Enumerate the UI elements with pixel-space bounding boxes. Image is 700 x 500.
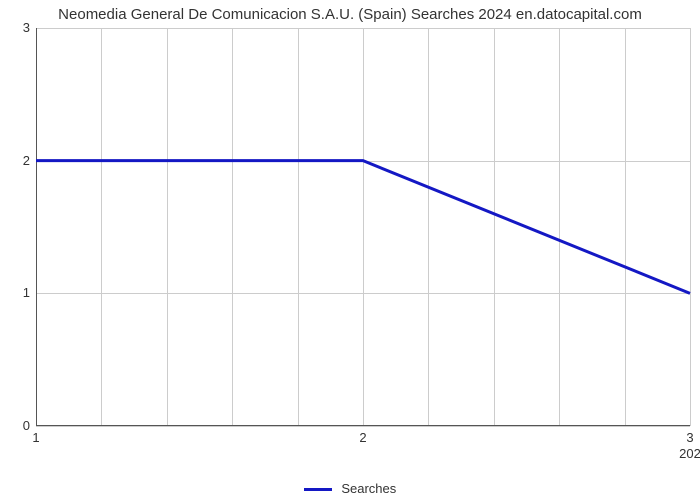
- plot-area: [36, 28, 690, 426]
- legend-label: Searches: [341, 481, 396, 496]
- series-line: [36, 28, 690, 426]
- chart-legend: Searches: [0, 481, 700, 496]
- ytick-label: 2: [6, 153, 30, 168]
- ytick-label: 0: [6, 418, 30, 433]
- legend-swatch: [304, 488, 332, 491]
- gridline-horizontal: [36, 426, 690, 427]
- xaxis-secondary-label: 202: [679, 446, 700, 461]
- ytick-label: 1: [6, 285, 30, 300]
- xtick-label: 3: [686, 430, 693, 445]
- xtick-label: 1: [32, 430, 39, 445]
- chart-title: Neomedia General De Comunicacion S.A.U. …: [0, 6, 700, 23]
- xtick-label: 2: [359, 430, 366, 445]
- ytick-label: 3: [6, 20, 30, 35]
- gridline-vertical: [690, 28, 691, 426]
- line-chart: Neomedia General De Comunicacion S.A.U. …: [0, 0, 700, 500]
